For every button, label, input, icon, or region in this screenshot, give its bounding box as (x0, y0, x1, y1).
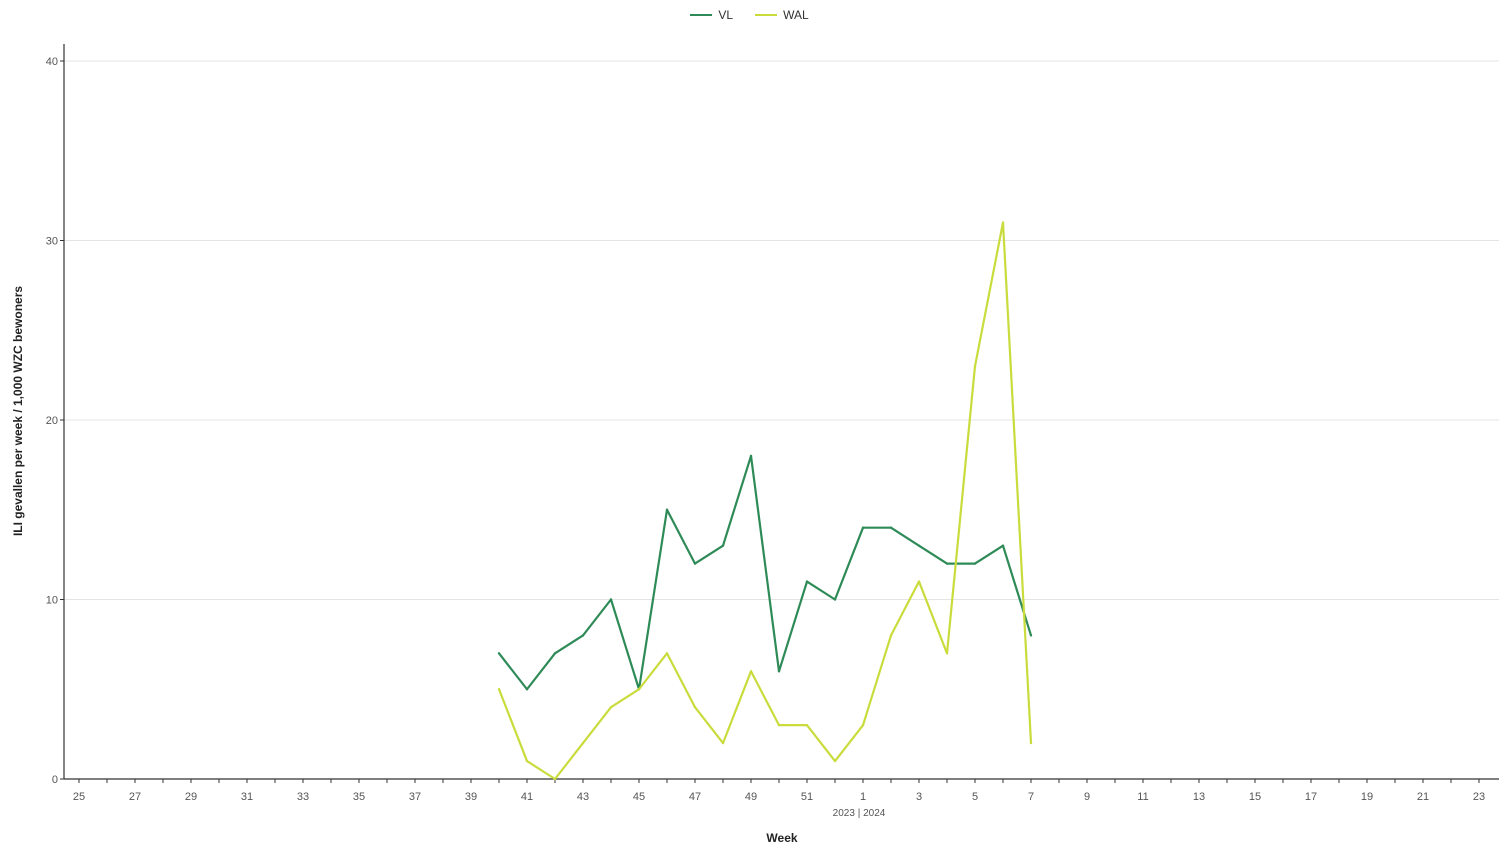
data-point-wal-44 (609, 706, 613, 709)
legend-item-wal[interactable]: WAL (755, 8, 809, 22)
data-point-wal-43 (581, 741, 585, 745)
data-point-wal-40 (497, 688, 501, 691)
x-tick-label-45: 45 (633, 791, 645, 803)
data-point-wal-1 (861, 723, 865, 727)
x-tick-label-11: 11 (1137, 791, 1148, 803)
x-tick-label-15: 15 (1249, 791, 1261, 803)
data-point-wal-52 (833, 759, 837, 763)
data-point-wal-2 (889, 634, 893, 637)
x-tick-label-29: 29 (185, 791, 197, 803)
data-point-vl-49 (749, 454, 753, 458)
x-tick-label-21: 21 (1417, 791, 1429, 803)
data-point-vl-52 (833, 598, 837, 601)
y-tick-label-20: 20 (46, 415, 58, 427)
data-point-vl-1 (861, 526, 865, 529)
x-tick-label-17: 17 (1305, 791, 1317, 803)
legend-label-wal: WAL (783, 8, 809, 22)
gridlines (64, 60, 1499, 600)
series-line-wal (497, 221, 1033, 781)
data-point-wal-48 (721, 741, 725, 745)
x-tick-label-9: 9 (1084, 791, 1090, 803)
x-tick-label-47: 47 (689, 791, 701, 803)
data-point-wal-41 (525, 759, 529, 763)
data-point-wal-49 (749, 670, 753, 673)
y-axis-ticks: 0 10 20 30 40 (46, 56, 64, 786)
data-point-vl-42 (553, 652, 557, 655)
x-tick-label-31: 31 (241, 791, 253, 803)
data-point-wal-42 (553, 777, 557, 781)
legend-label-vl: VL (718, 8, 734, 22)
data-point-wal-47 (693, 706, 697, 709)
data-point-vl-47 (693, 562, 697, 565)
y-tick-label-30: 30 (46, 236, 58, 248)
data-point-wal-50 (777, 723, 781, 727)
x-tick-label-13: 13 (1193, 791, 1205, 803)
x-tick-label-41: 41 (521, 791, 533, 803)
legend-swatch-vl (690, 14, 713, 16)
data-point-vl-4 (945, 562, 949, 565)
x-tick-label-27: 27 (129, 791, 141, 803)
x-tick-label-37: 37 (409, 791, 421, 803)
data-point-vl-41 (525, 688, 529, 691)
x-tick-label-35: 35 (353, 791, 365, 803)
data-point-wal-3 (917, 580, 921, 583)
data-point-vl-48 (721, 544, 725, 547)
data-point-vl-5 (973, 562, 977, 565)
data-point-wal-4 (945, 652, 949, 655)
chart-legend: VL WAL (0, 8, 1499, 22)
data-point-vl-51 (805, 580, 809, 583)
x-tick-label-49: 49 (745, 791, 757, 803)
data-point-wal-6 (1001, 221, 1005, 224)
y-tick-label-40: 40 (46, 56, 58, 68)
data-point-wal-51 (805, 723, 809, 727)
x-tick-label-1: 1 (860, 791, 866, 803)
y-tick-label-10: 10 (46, 595, 58, 607)
x-tick-label-33: 33 (297, 791, 309, 803)
series-lines (497, 221, 1033, 781)
x-tick-label-25: 25 (73, 791, 85, 803)
legend-item-vl[interactable]: VL (690, 8, 733, 22)
season-label: 2023 | 2024 (833, 808, 886, 819)
data-point-vl-46 (665, 508, 669, 511)
data-point-vl-7 (1029, 634, 1033, 637)
legend-swatch-wal (755, 14, 778, 16)
x-axis-title: Week (766, 831, 797, 845)
data-point-vl-44 (609, 598, 613, 601)
data-point-vl-50 (777, 670, 781, 673)
x-axis-ticks: 25 27 29 31 33 35 37 39 41 43 45 47 49 51 1 3 5 7 9 11 13 15 1… (73, 779, 1485, 803)
x-tick-label-39: 39 (465, 791, 477, 803)
data-point-wal-46 (665, 652, 669, 655)
data-point-vl-3 (917, 544, 921, 547)
x-tick-label-51: 51 (801, 791, 813, 803)
y-axis-title: ILI gevallen per week / 1,000 WZC bewone… (11, 286, 25, 536)
x-tick-label-5: 5 (972, 791, 978, 803)
data-point-wal-7 (1029, 741, 1033, 745)
x-tick-label-19: 19 (1361, 791, 1373, 803)
axes (63, 44, 1499, 780)
series-line-vl (498, 454, 1033, 691)
x-tick-label-43: 43 (577, 791, 589, 803)
x-tick-label-7: 7 (1028, 791, 1034, 803)
data-point-vl-6 (1001, 544, 1005, 547)
x-tick-label-23: 23 (1473, 791, 1485, 803)
data-point-wal-45 (637, 688, 641, 691)
y-tick-label-0: 0 (52, 774, 58, 786)
data-point-vl-2 (889, 526, 893, 529)
data-point-vl-40 (497, 652, 501, 655)
x-tick-label-3: 3 (916, 791, 922, 803)
data-point-vl-43 (581, 634, 585, 637)
data-point-wal-5 (973, 364, 977, 368)
